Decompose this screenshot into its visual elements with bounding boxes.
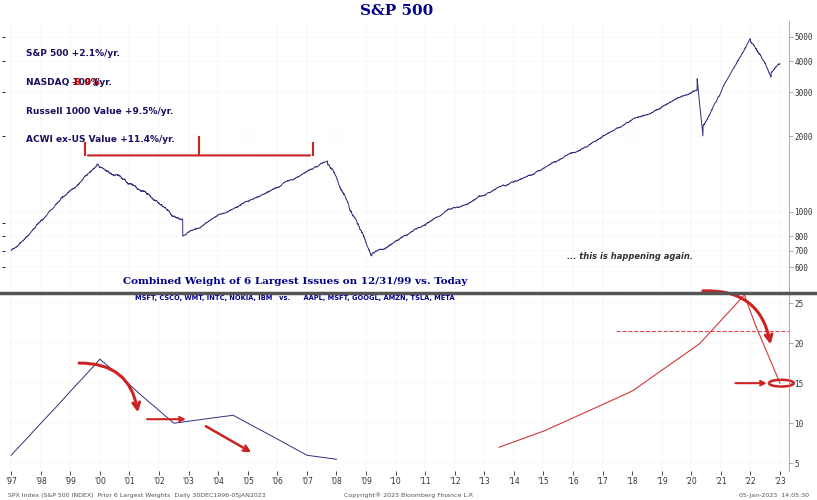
Text: NASDAQ 100 (: NASDAQ 100 ( [26,78,98,88]
Text: 05-Jan-2023  14:05:30: 05-Jan-2023 14:05:30 [739,492,809,498]
Text: SPX Index (S&P 500 INDEX)  Prior 6 Largest Weights  Daily 30DEC1996-05JAN2023: SPX Index (S&P 500 INDEX) Prior 6 Larges… [8,492,266,498]
Text: Copyright® 2023 Bloomberg Finance L.P.: Copyright® 2023 Bloomberg Finance L.P. [344,492,473,498]
Text: -8.9%: -8.9% [72,78,100,88]
Text: S&P 500 +2.1%/yr.: S&P 500 +2.1%/yr. [26,49,120,58]
Text: )/yr.: )/yr. [92,78,113,88]
Text: ... this is happening again.: ... this is happening again. [567,252,693,260]
Title: S&P 500: S&P 500 [360,4,434,18]
Text: MSFT, CSCO, WMT, INTC, NOKIA, IBM   vs.      AAPL, MSFT, GOOGL, AMZN, TSLA, META: MSFT, CSCO, WMT, INTC, NOKIA, IBM vs. AA… [136,295,455,301]
Text: ACWI ex-US Value +11.4%/yr.: ACWI ex-US Value +11.4%/yr. [26,135,175,144]
Text: Russell 1000 Value +9.5%/yr.: Russell 1000 Value +9.5%/yr. [26,108,173,116]
Text: Combined Weight of 6 Largest Issues on 12/31/99 vs. Today: Combined Weight of 6 Largest Issues on 1… [123,277,467,286]
